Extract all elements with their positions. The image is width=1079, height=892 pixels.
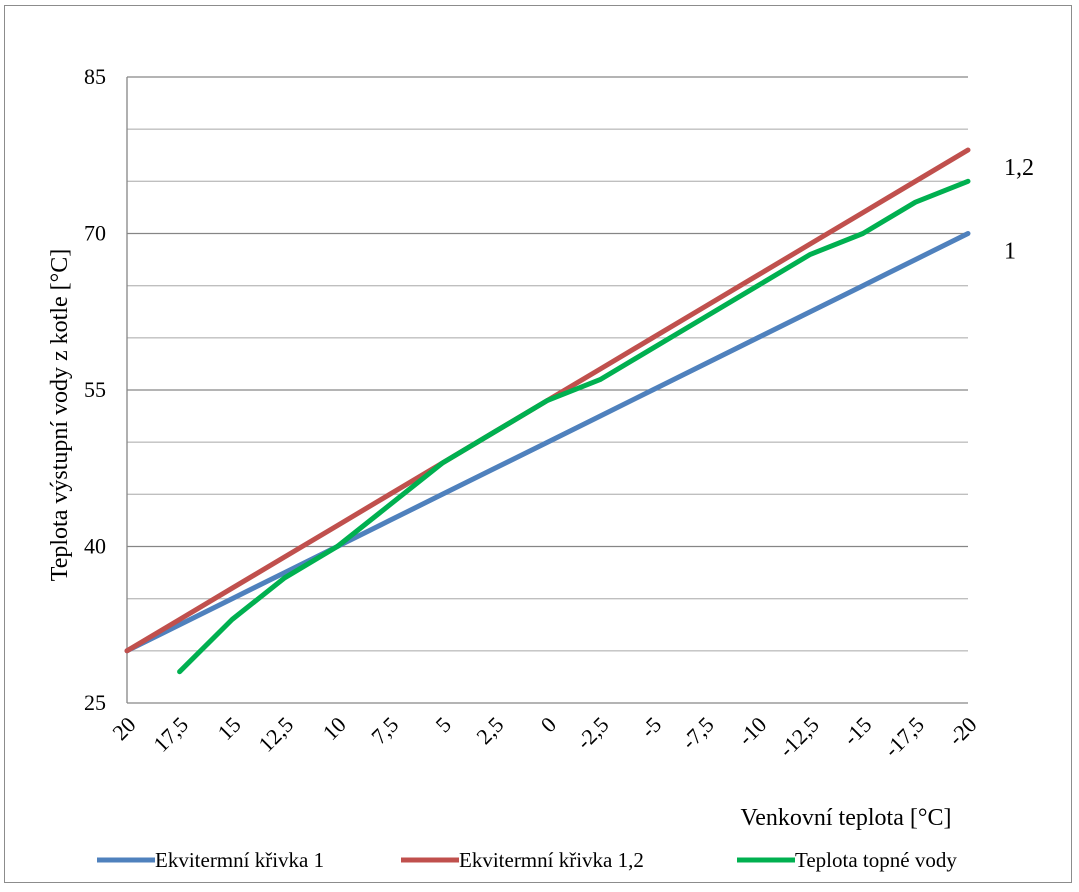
x-tick-label: 15 (212, 712, 245, 745)
x-tick-label: -15 (838, 712, 876, 750)
y-tick-label: 55 (84, 377, 106, 402)
legend-label: Ekvitermní křivka 1,2 (459, 848, 644, 872)
y-tick-label: 40 (84, 534, 106, 559)
end-labels: 1,21 (1004, 155, 1034, 264)
chart-frame (4, 5, 1072, 883)
x-tick-label: 0 (536, 712, 561, 737)
x-tick-label: -2,5 (571, 712, 613, 754)
gridlines (127, 76, 968, 652)
end-label: 1,2 (1004, 155, 1034, 181)
x-tick-label: -5 (636, 712, 667, 743)
x-tick-label: 12,5 (253, 712, 298, 757)
x-tick-label: -10 (733, 712, 771, 750)
axes (126, 77, 968, 704)
end-label: 1 (1004, 239, 1016, 265)
x-tick-label: -20 (943, 712, 981, 750)
x-tick-label: -12,5 (774, 712, 824, 762)
x-axis-title: Venkovní teplota [°C] (741, 805, 952, 831)
y-tick-label: 70 (84, 221, 106, 246)
x-tick-label: -17,5 (879, 712, 929, 762)
legend-label: Teplota topné vody (795, 848, 957, 872)
legend-label: Ekvitermní křivka 1 (155, 848, 324, 872)
x-tick-label: 7,5 (366, 712, 403, 749)
x-tick-label: -7,5 (676, 712, 718, 754)
x-tick-labels: 20 17,5 15 12,5 10 7,5 5 2,5 0 -2,5 -5 -7,5 -10 -12,5… (107, 712, 981, 762)
series-lines (124, 147, 971, 675)
x-tick-label: 5 (430, 712, 455, 737)
y-tick-labels: 25 40 55 70 85 (84, 64, 106, 715)
x-tick-label: 20 (107, 712, 140, 745)
x-tick-label: 17,5 (148, 712, 193, 757)
y-tick-label: 25 (84, 690, 106, 715)
y-tick-label: 85 (84, 64, 106, 89)
x-tick-label: 2,5 (471, 712, 508, 749)
series-line-1 (124, 231, 971, 654)
y-axis-title: Teplota výstupní vody z kotle [°C] (47, 249, 73, 582)
series-line-3 (177, 178, 971, 675)
x-tick-label: 10 (318, 712, 351, 745)
legend: Ekvitermní křivka 1 Ekvitermní křivka 1,2… (97, 848, 957, 872)
